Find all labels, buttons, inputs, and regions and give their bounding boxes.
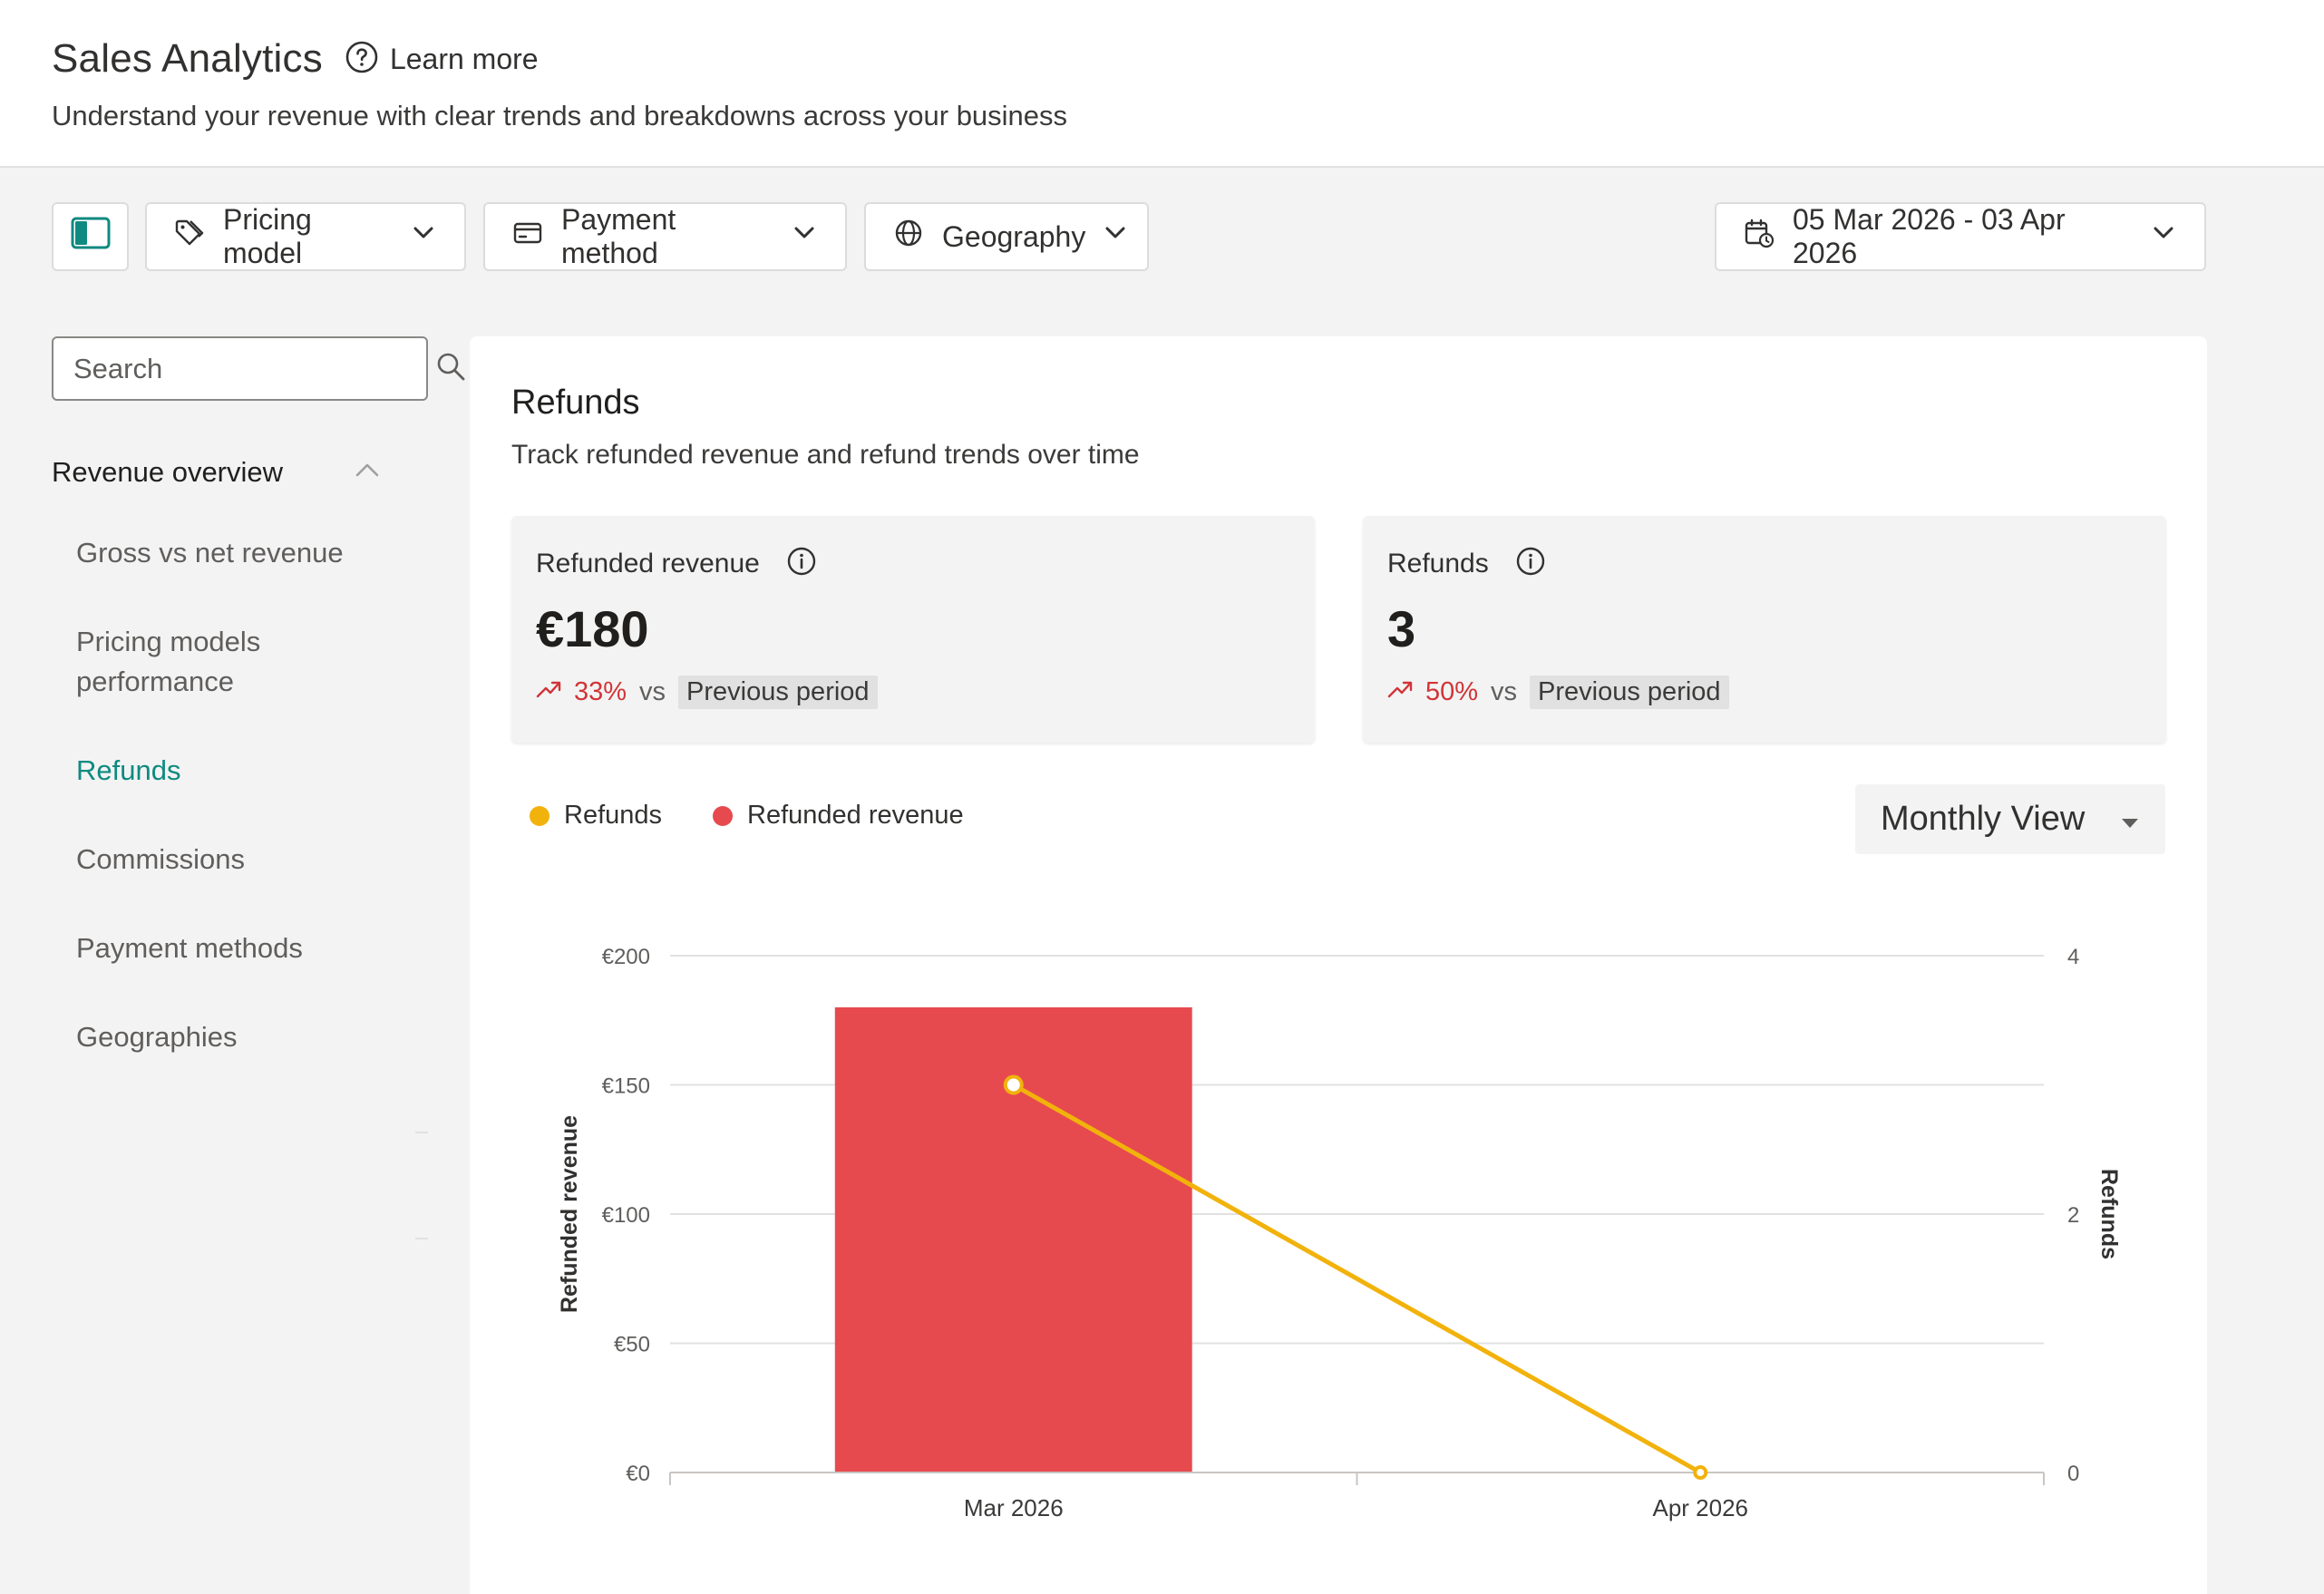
tag-icon bbox=[174, 218, 223, 256]
page-title: Sales Analytics bbox=[52, 36, 323, 81]
legend-item-refunded-revenue[interactable]: Refunded revenue bbox=[713, 801, 964, 831]
globe-icon bbox=[893, 218, 942, 256]
point-refunds bbox=[1003, 1074, 1024, 1095]
kpi-delta: 50% bbox=[1425, 677, 1479, 706]
legend-label: Refunds bbox=[564, 801, 663, 830]
chevron-down-icon bbox=[774, 219, 818, 254]
chevron-down-icon bbox=[2134, 219, 2177, 254]
view-select-value: Monthly View bbox=[1881, 800, 2086, 838]
legend-dot-refunds bbox=[530, 805, 549, 826]
sidebar-item-payment-methods[interactable]: Payment methods bbox=[76, 932, 303, 964]
bar-refunded-revenue bbox=[834, 1007, 1192, 1473]
kpi-trend-row: 50% vs Previous period bbox=[1387, 676, 1729, 709]
kpi-comparison-badge: Previous period bbox=[1530, 676, 1729, 709]
refunds-card: Refunds Track refunded revenue and refun… bbox=[470, 336, 2207, 1594]
geography-label: Geography bbox=[942, 219, 1086, 253]
legend-label: Refunded revenue bbox=[747, 801, 964, 830]
kpi-comparison-badge: Previous period bbox=[678, 676, 878, 709]
search-box bbox=[52, 336, 465, 401]
view-select[interactable]: Monthly View bbox=[1855, 784, 2165, 854]
credit-card-icon bbox=[512, 218, 561, 256]
y-tick-label: €0 bbox=[626, 1462, 650, 1486]
page-header: Sales Analytics Learn more Understand yo… bbox=[0, 0, 2324, 168]
sidebar-item-commissions[interactable]: Commissions bbox=[76, 843, 246, 875]
y2-tick-label: 4 bbox=[2067, 945, 2079, 969]
title-row: Sales Analytics Learn more bbox=[52, 36, 539, 82]
caret-down-icon bbox=[2120, 800, 2140, 839]
pricing-model-filter[interactable]: Pricing model bbox=[145, 202, 466, 271]
kpi-label-row: Refunds bbox=[1387, 545, 1547, 582]
kpi-label: Refunded revenue bbox=[536, 548, 760, 578]
card-subtitle: Track refunded revenue and refund trends… bbox=[511, 440, 1140, 470]
legend-item-refunds[interactable]: Refunds bbox=[530, 801, 662, 831]
point-refunds bbox=[1693, 1465, 1708, 1480]
kpi-delta: 33% bbox=[574, 677, 627, 706]
page-subtitle: Understand your revenue with clear trend… bbox=[52, 100, 1068, 131]
divider bbox=[415, 1132, 428, 1133]
line-refunds bbox=[1012, 1083, 1702, 1475]
date-range-picker[interactable]: 05 Mar 2026 - 03 Apr 2026 bbox=[1715, 202, 2206, 271]
y-tick-label: €100 bbox=[602, 1203, 650, 1228]
date-range-label: 05 Mar 2026 - 03 Apr 2026 bbox=[1793, 203, 2066, 269]
search-input[interactable] bbox=[73, 352, 435, 385]
y2-axis-title: Refunds bbox=[2096, 1169, 2122, 1259]
info-icon[interactable] bbox=[1489, 545, 1547, 582]
y-tick-label: €50 bbox=[614, 1333, 650, 1357]
chevron-down-icon bbox=[1085, 219, 1129, 254]
sidebar-item-geographies[interactable]: Geographies bbox=[76, 1021, 238, 1053]
divider bbox=[415, 1238, 428, 1239]
search-icon[interactable] bbox=[435, 351, 466, 386]
kpi-label: Refunds bbox=[1387, 548, 1489, 578]
chart-legend: Refunds Refunded revenue bbox=[530, 801, 1015, 831]
kpi-vs: vs bbox=[639, 677, 666, 706]
panel-toggle-icon bbox=[71, 217, 111, 257]
sidebar-item-gross-vs-net-revenue[interactable]: Gross vs net revenue bbox=[76, 537, 344, 569]
payment-method-filter[interactable]: Payment method bbox=[483, 202, 847, 271]
learn-more-link[interactable]: Learn more bbox=[345, 40, 539, 79]
kpi-value: 3 bbox=[1387, 600, 1416, 657]
x-tick-label: Apr 2026 bbox=[1652, 1494, 1748, 1521]
trend-up-icon bbox=[536, 676, 574, 709]
trend-up-icon bbox=[1387, 676, 1425, 709]
kpi-value: €180 bbox=[536, 600, 649, 657]
panel-toggle-button[interactable] bbox=[52, 202, 129, 271]
help-circle-icon bbox=[345, 40, 379, 79]
x-tick-label: Mar 2026 bbox=[964, 1494, 1064, 1521]
chevron-up-icon bbox=[352, 455, 383, 491]
kpi-vs: vs bbox=[1491, 677, 1518, 706]
kpi-refunded-revenue: Refunded revenue €180 33% vs Previous pe… bbox=[511, 516, 1315, 743]
payment-method-label: Payment method bbox=[561, 203, 676, 269]
learn-more-label: Learn more bbox=[389, 42, 539, 75]
kpi-refunds: Refunds 3 50% vs Previous period bbox=[1363, 516, 2166, 743]
section-title: Revenue overview bbox=[52, 456, 284, 488]
pricing-model-label: Pricing model bbox=[223, 203, 312, 269]
card-title: Refunds bbox=[511, 384, 640, 422]
y-axis-title: Refunded revenue bbox=[557, 1115, 582, 1313]
y2-tick-label: 0 bbox=[2067, 1462, 2079, 1486]
y-tick-label: €200 bbox=[602, 945, 650, 969]
kpi-trend-row: 33% vs Previous period bbox=[536, 676, 878, 709]
revenue-overview-section-toggle[interactable]: Revenue overview bbox=[52, 452, 383, 493]
sidebar-item-pricing-models-performance[interactable]: Pricing models performance bbox=[76, 626, 261, 697]
calendar-icon bbox=[1744, 218, 1793, 256]
sidebar-item-refunds[interactable]: Refunds bbox=[76, 754, 181, 786]
geography-filter[interactable]: Geography bbox=[864, 202, 1149, 271]
legend-dot-refunded-revenue bbox=[713, 805, 734, 826]
chevron-down-icon bbox=[394, 219, 437, 254]
info-icon[interactable] bbox=[760, 545, 818, 582]
kpi-label-row: Refunded revenue bbox=[536, 545, 818, 582]
y2-tick-label: 2 bbox=[2067, 1203, 2079, 1228]
y-tick-label: €150 bbox=[602, 1074, 650, 1099]
